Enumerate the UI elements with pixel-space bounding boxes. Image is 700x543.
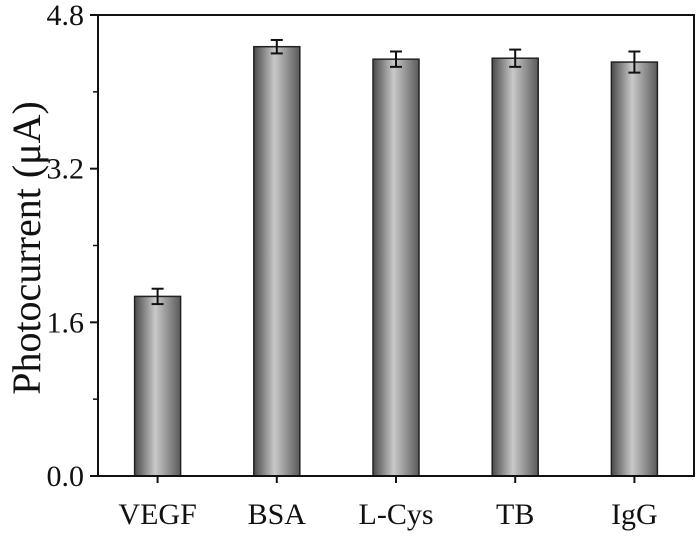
error-bar-l-cys [390, 50, 402, 68]
x-tick-label-bsa: BSA [248, 498, 307, 531]
y-tick-label: 1.6 [47, 306, 85, 339]
error-bar-igg [628, 50, 641, 74]
x-axis-ticks: VEGF BSA L-Cys TB IgG [118, 476, 658, 531]
bars-layer [133, 45, 659, 477]
bar-bsa [253, 45, 301, 477]
error-bar-vegf [151, 287, 164, 306]
y-axis-label: Photocurrent (μA) [4, 101, 49, 395]
bar-igg [610, 61, 659, 477]
error-bar-bsa [270, 38, 283, 55]
x-tick-label-igg: IgG [611, 498, 658, 531]
bar-tb [491, 57, 539, 477]
error-bar-tb [509, 48, 522, 68]
y-axis-ticks: 0.0 1.6 3.2 4.8 [47, 0, 98, 493]
bar-l-cys [372, 58, 420, 477]
y-tick-label: 4.8 [47, 0, 85, 32]
y-tick-label: 0.0 [47, 460, 85, 493]
bar-vegf [133, 295, 182, 477]
error-bars-layer [151, 38, 641, 306]
x-tick-label-tb: TB [496, 498, 534, 531]
x-tick-label-vegf: VEGF [118, 498, 196, 531]
y-tick-label: 3.2 [47, 153, 85, 186]
x-tick-label-l-cys: L-Cys [359, 498, 434, 531]
